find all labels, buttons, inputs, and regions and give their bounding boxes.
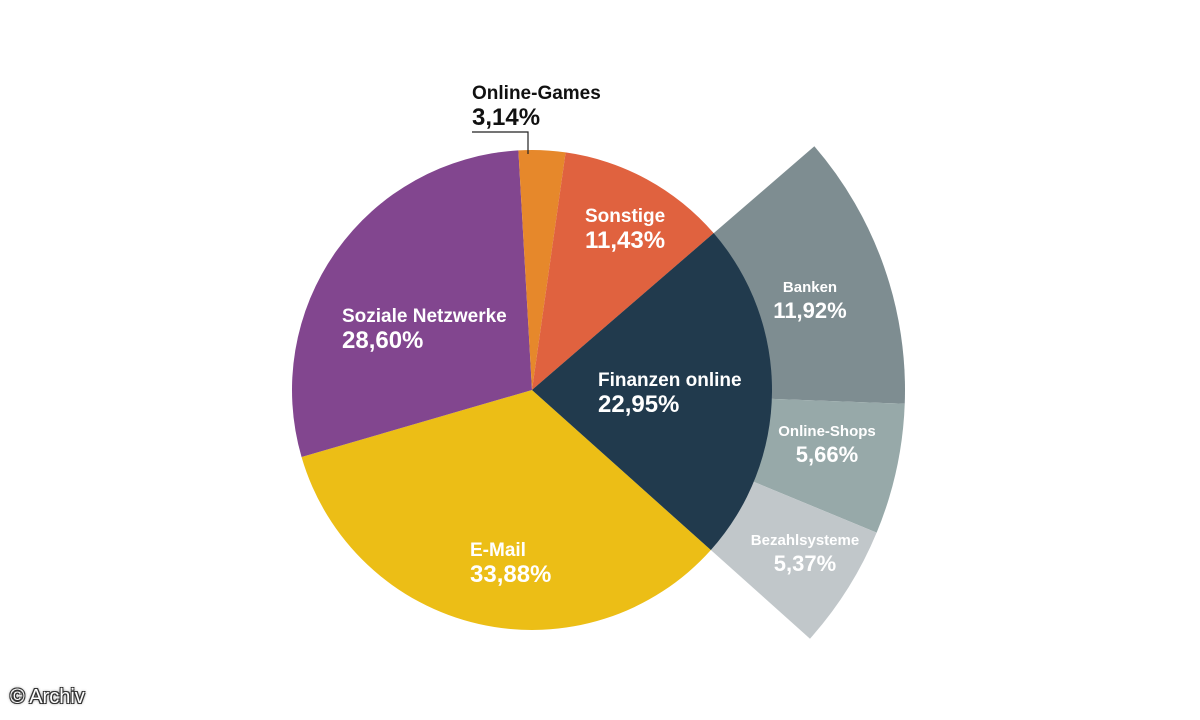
slice-value-online-games: 3,14% xyxy=(472,104,540,131)
breakdown-value-bezahlsysteme: 5,37% xyxy=(774,551,836,576)
leader-line-online-games xyxy=(472,131,529,154)
slice-online-games xyxy=(518,150,566,390)
breakdown-label-online-shops: Online-Shops xyxy=(778,423,876,440)
slice-sonstige xyxy=(532,152,714,390)
slice-value-sonstige: 11,43% xyxy=(585,227,665,254)
breakdown-label-banken: Banken xyxy=(783,279,837,296)
slice-label-finanzen-online: Finanzen online xyxy=(598,370,742,391)
slice-label-soziale-netzwerke: Soziale Netzwerke xyxy=(342,306,507,327)
slice-label-online-games: Online-Games xyxy=(472,83,601,104)
slice-e-mail xyxy=(301,390,711,630)
slice-value-finanzen-online: 22,95% xyxy=(598,391,679,418)
slice-value-e-mail: 33,88% xyxy=(470,561,551,588)
breakdown-value-banken: 11,92% xyxy=(773,298,846,323)
slice-value-soziale-netzwerke: 28,60% xyxy=(342,327,423,354)
credit-text: © Archiv xyxy=(10,686,85,708)
breakdown-label-bezahlsysteme: Bezahlsysteme xyxy=(751,532,859,549)
slice-soziale-netzwerke xyxy=(292,150,532,458)
breakdown-value-online-shops: 5,66% xyxy=(796,442,858,467)
slice-finanzen-online xyxy=(532,233,772,551)
slice-label-e-mail: E-Mail xyxy=(470,540,526,561)
slice-label-sonstige: Sonstige xyxy=(585,206,665,227)
